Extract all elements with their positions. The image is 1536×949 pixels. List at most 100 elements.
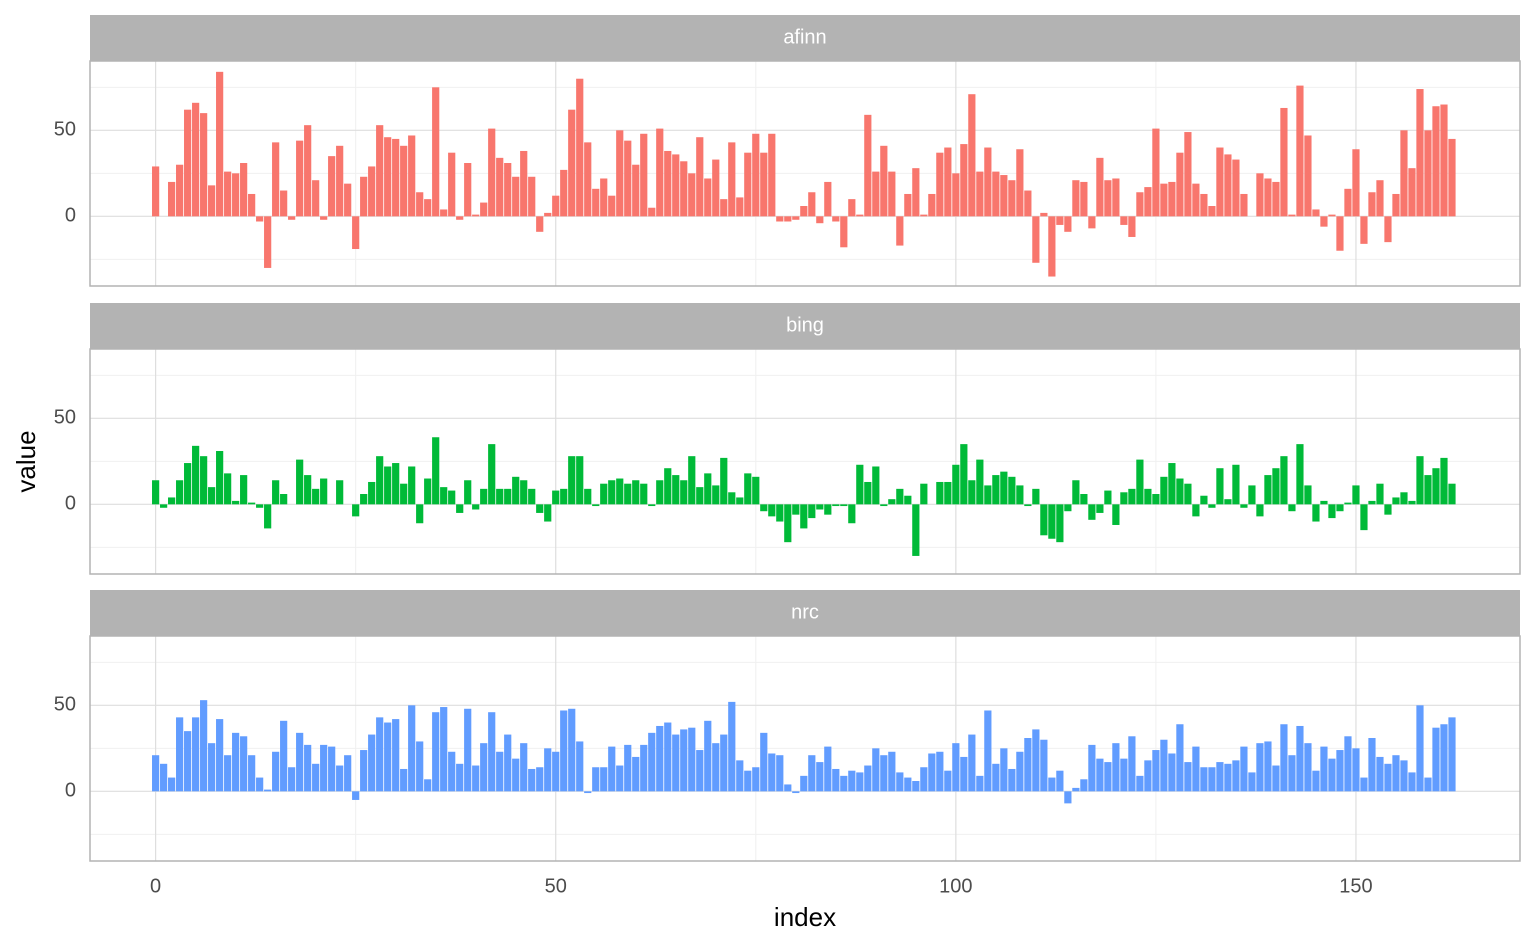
bar: [368, 166, 376, 217]
bar: [672, 475, 680, 505]
bar: [1192, 746, 1200, 792]
bar: [320, 744, 328, 792]
bar: [400, 145, 408, 217]
bar: [472, 214, 480, 217]
bar: [1128, 488, 1136, 505]
bar: [1072, 180, 1080, 217]
bar: [240, 163, 248, 217]
bar: [176, 717, 184, 792]
bar: [696, 487, 704, 505]
bar: [1280, 724, 1288, 792]
bar: [744, 152, 752, 217]
bar: [648, 732, 656, 792]
bar: [752, 476, 760, 505]
bar: [1112, 504, 1120, 525]
bar: [456, 504, 464, 513]
bar: [1168, 753, 1176, 792]
bar: [312, 180, 320, 217]
bar: [960, 756, 968, 792]
bar: [984, 710, 992, 792]
bar: [840, 775, 848, 792]
bar: [1320, 216, 1328, 227]
bar: [456, 763, 464, 792]
bar: [1032, 729, 1040, 792]
bar: [664, 468, 672, 505]
bar: [344, 183, 352, 217]
bar: [280, 494, 288, 505]
bar: [672, 734, 680, 792]
bar: [600, 178, 608, 217]
bar: [1256, 173, 1264, 217]
bar: [168, 181, 176, 217]
bar: [1136, 459, 1144, 505]
bar: [1240, 504, 1248, 508]
bar: [288, 216, 296, 220]
bar: [1128, 736, 1136, 792]
bar: [424, 779, 432, 792]
bar: [1168, 463, 1176, 505]
bar: [1080, 779, 1088, 792]
bar: [1256, 743, 1264, 792]
bar: [1120, 492, 1128, 505]
bar: [1352, 748, 1360, 792]
bar: [1200, 495, 1208, 505]
bar: [1208, 504, 1216, 508]
bar: [1160, 739, 1168, 792]
bar: [640, 483, 648, 505]
bar: [504, 163, 512, 217]
bar: [960, 144, 968, 217]
bar: [448, 490, 456, 505]
bar: [1288, 755, 1296, 792]
bar: [472, 504, 480, 510]
bar: [1184, 132, 1192, 217]
bar: [1288, 504, 1296, 512]
bar: [288, 767, 296, 792]
bar: [488, 712, 496, 792]
bar: [1392, 755, 1400, 792]
bar: [1240, 193, 1248, 217]
bar: [1328, 504, 1336, 519]
bar: [1408, 500, 1416, 505]
bar: [664, 722, 672, 792]
bar: [792, 791, 800, 794]
bar: [152, 755, 160, 792]
bar: [376, 456, 384, 505]
bar: [424, 199, 432, 217]
bar: [936, 751, 944, 792]
bar: [1144, 488, 1152, 505]
bar: [952, 173, 960, 217]
bar: [496, 488, 504, 505]
bar: [1376, 483, 1384, 505]
bar: [232, 732, 240, 792]
bar: [528, 176, 536, 217]
bar: [1304, 743, 1312, 792]
bar: [872, 466, 880, 505]
bar: [568, 456, 576, 505]
bar: [1056, 770, 1064, 792]
bar: [800, 504, 808, 529]
bar: [1320, 746, 1328, 792]
bar: [744, 770, 752, 792]
bar: [608, 195, 616, 217]
bar: [1216, 468, 1224, 505]
bar: [1176, 724, 1184, 792]
bar: [744, 473, 752, 505]
bar: [368, 734, 376, 792]
bar: [1208, 767, 1216, 792]
bar: [544, 212, 552, 217]
bar: [632, 164, 640, 217]
bar: [936, 481, 944, 505]
bar: [648, 207, 656, 217]
bar: [1272, 468, 1280, 505]
bar: [680, 480, 688, 505]
bar: [720, 457, 728, 505]
bar: [760, 152, 768, 217]
strip-label: nrc: [791, 601, 819, 623]
bar: [872, 748, 880, 792]
bar: [1232, 760, 1240, 792]
bar: [1176, 152, 1184, 217]
bar: [528, 488, 536, 505]
bar: [976, 775, 984, 792]
bar: [1136, 775, 1144, 792]
bar: [928, 753, 936, 792]
